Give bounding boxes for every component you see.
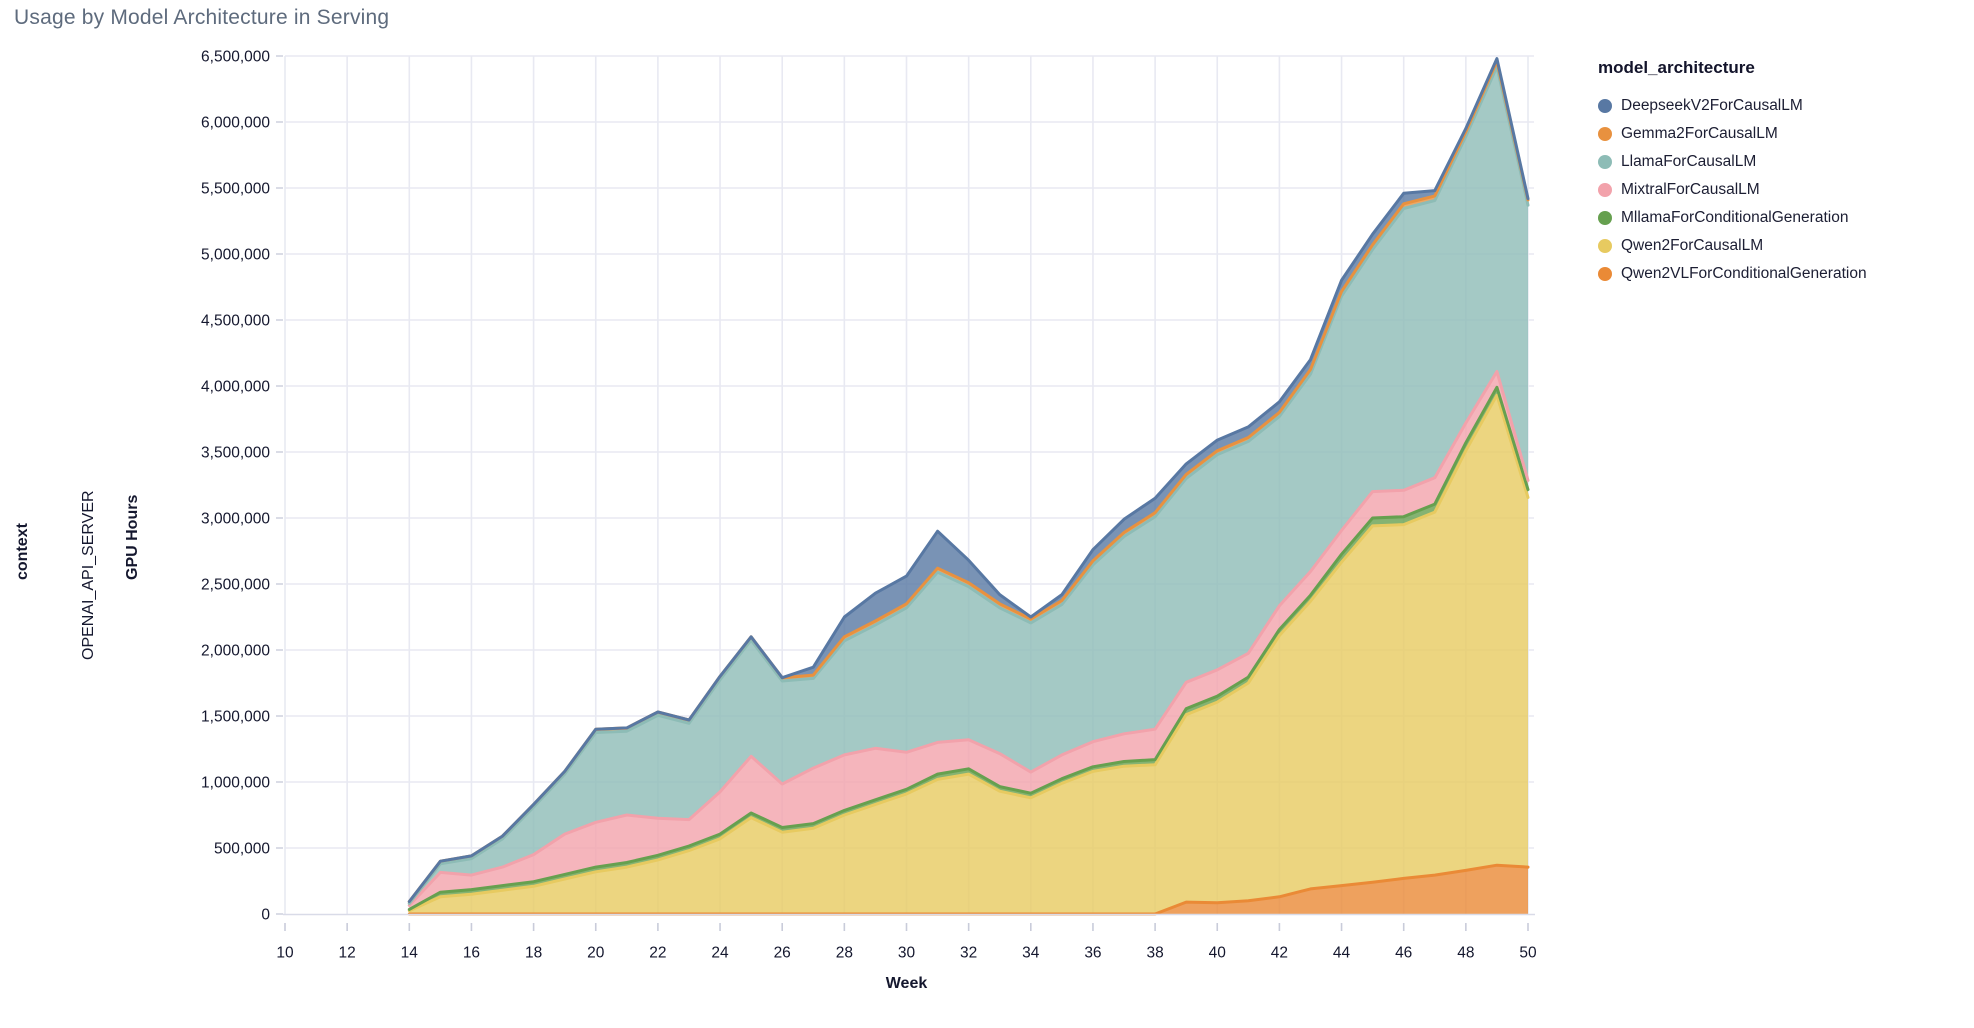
- legend-item-LlamaForCausalLM[interactable]: LlamaForCausalLM: [1598, 148, 1968, 176]
- y-tick-label: 500,000: [214, 841, 270, 858]
- y-tick-label: 1,500,000: [201, 709, 270, 726]
- legend-swatch-icon: [1598, 99, 1612, 113]
- x-tick-label: 30: [898, 944, 916, 961]
- legend-item-MixtralForCausalLM[interactable]: MixtralForCausalLM: [1598, 176, 1968, 204]
- x-axis-title: Week: [885, 975, 928, 992]
- legend-item-MllamaForConditionalGeneration[interactable]: MllamaForConditionalGeneration: [1598, 204, 1968, 232]
- facet-label-openai-api-server: OPENAI_API_SERVER: [80, 490, 97, 660]
- x-tick-label: 16: [463, 944, 480, 961]
- legend-title: model_architecture: [1598, 58, 1755, 77]
- legend: model_architecture DeepseekV2ForCausalLM…: [1598, 58, 1968, 288]
- x-tick-label: 18: [525, 944, 542, 961]
- y-tick-label: 2,500,000: [201, 577, 270, 594]
- y-tick-label: 6,000,000: [201, 115, 270, 132]
- x-tick-label: 40: [1209, 944, 1227, 961]
- x-tick-label: 36: [1084, 944, 1101, 961]
- x-tick-label: 50: [1519, 944, 1537, 961]
- legend-item-label: DeepseekV2ForCausalLM: [1621, 97, 1803, 114]
- legend-item-label: Qwen2VLForConditionalGeneration: [1621, 265, 1867, 282]
- axes: 10 12 14 16 18 20 22 24 26 28 30 32 34 36 38 40 42 44 46 48…: [201, 49, 1537, 962]
- stacked-areas[interactable]: [407, 57, 1530, 916]
- legend-item-label: MixtralForCausalLM: [1621, 181, 1760, 198]
- area-line-MixtralForCausalLM[interactable]: [407, 370, 1530, 907]
- legend-swatch-icon: [1598, 211, 1612, 225]
- legend-item-list: DeepseekV2ForCausalLM Gemma2ForCausalLM Ll…: [1598, 92, 1968, 288]
- legend-item-label: LlamaForCausalLM: [1621, 153, 1757, 170]
- y-tick-label: 3,500,000: [201, 445, 270, 462]
- y-tick-label: 5,000,000: [201, 247, 270, 264]
- facet-label-context: context: [14, 523, 31, 580]
- legend-item-Qwen2ForCausalLM[interactable]: Qwen2ForCausalLM: [1598, 232, 1968, 260]
- y-tick-label: 3,000,000: [201, 511, 270, 528]
- legend-swatch-icon: [1598, 183, 1612, 197]
- y-tick-label: 2,000,000: [201, 643, 270, 660]
- area-line-DeepseekV2ForCausalLM[interactable]: [407, 57, 1530, 903]
- legend-item-Qwen2VLForConditionalGeneration[interactable]: Qwen2VLForConditionalGeneration: [1598, 260, 1968, 288]
- x-tick-label: 28: [836, 944, 853, 961]
- x-tick-label: 22: [649, 944, 666, 961]
- x-tick-label: 26: [774, 944, 791, 961]
- legend-swatch-icon: [1598, 127, 1612, 141]
- legend-swatch-icon: [1598, 239, 1612, 253]
- x-tick-label: 10: [276, 944, 294, 961]
- legend-item-DeepseekV2ForCausalLM[interactable]: DeepseekV2ForCausalLM: [1598, 92, 1968, 120]
- y-tick-label: 6,500,000: [201, 49, 270, 66]
- legend-swatch-icon: [1598, 267, 1612, 281]
- area-Qwen2ForCausalLM[interactable]: [409, 395, 1528, 914]
- y-tick-label: 4,500,000: [201, 313, 270, 330]
- area-line-Qwen2ForCausalLM[interactable]: [407, 393, 1530, 913]
- legend-item-label: Qwen2ForCausalLM: [1621, 237, 1764, 254]
- x-tick-label: 12: [339, 944, 356, 961]
- x-tick-label: 14: [401, 944, 419, 961]
- legend-swatch-icon: [1598, 155, 1612, 169]
- x-tick-label: 44: [1333, 944, 1351, 961]
- y-tick-label: 4,000,000: [201, 379, 270, 396]
- x-tick-label: 48: [1457, 944, 1474, 961]
- y-tick-label: 5,500,000: [201, 181, 270, 198]
- area-line-LlamaForCausalLM[interactable]: [407, 65, 1530, 905]
- x-tick-label: 32: [960, 944, 977, 961]
- chart-title: Usage by Model Architecture in Serving: [14, 6, 390, 29]
- plot-area[interactable]: 10 12 14 16 18 20 22 24 26 28 30 32 34 36 38 40 42 44 46 48…: [120, 30, 1560, 990]
- legend-item-Gemma2ForCausalLM[interactable]: Gemma2ForCausalLM: [1598, 120, 1968, 148]
- legend-item-label: MllamaForConditionalGeneration: [1621, 209, 1849, 226]
- x-tick-label: 42: [1271, 944, 1288, 961]
- x-tick-label: 46: [1395, 944, 1412, 961]
- y-tick-label: 1,000,000: [201, 775, 270, 792]
- y-tick-label: 0: [261, 907, 270, 924]
- legend-item-label: Gemma2ForCausalLM: [1621, 125, 1778, 142]
- x-tick-label: 38: [1146, 944, 1163, 961]
- x-tick-label: 20: [587, 944, 605, 961]
- area-line-MllamaForConditionalGeneration[interactable]: [407, 385, 1530, 911]
- x-tick-label: 34: [1022, 944, 1040, 961]
- x-tick-label: 24: [711, 944, 729, 961]
